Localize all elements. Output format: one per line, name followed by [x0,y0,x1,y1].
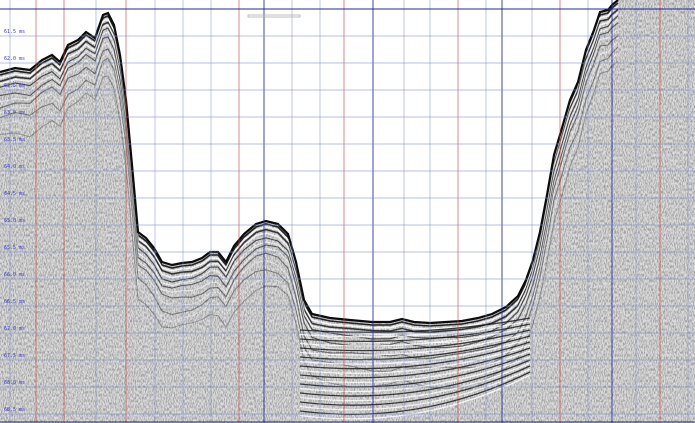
reflector-band [0,11,619,336]
time-tick-label: 67.0 ms [4,326,25,332]
reflector-band [0,28,619,355]
reflector-band [0,18,619,344]
reflector-band [0,52,619,381]
reflector-band [0,41,619,365]
time-tick-label: 65.0 ms [4,218,25,224]
reflector-band [0,60,619,390]
reflector-band [0,15,619,340]
seabed-reflector [0,0,619,325]
selection-marker[interactable] [247,14,301,18]
time-tick-label: 65.5 ms [4,245,25,251]
time-axis: 61.5 ms 62.0 ms 62.5 ms 63.0 ms 63.5 ms 64.0 … [4,29,25,413]
time-tick-label: 66.5 ms [4,299,25,305]
reflector-band [0,22,619,349]
reflector-band [0,35,619,359]
time-tick-label: 66.0 ms [4,272,25,278]
time-tick-label: 64.0 ms [4,164,25,170]
time-tick-label: 64.5 ms [4,191,25,197]
time-tick-label: 67.5 ms [4,353,25,359]
time-tick-label: 62.0 ms [4,56,25,62]
time-tick-label: 61.5 ms [4,29,25,35]
time-tick-label: 62.5 ms [4,83,25,89]
time-tick-label: 68.0 ms [4,380,25,386]
time-tick-label: 63.0 ms [4,110,25,116]
time-tick-label: 68.5 ms [4,407,25,413]
time-tick-label: 63.5 ms [4,137,25,143]
